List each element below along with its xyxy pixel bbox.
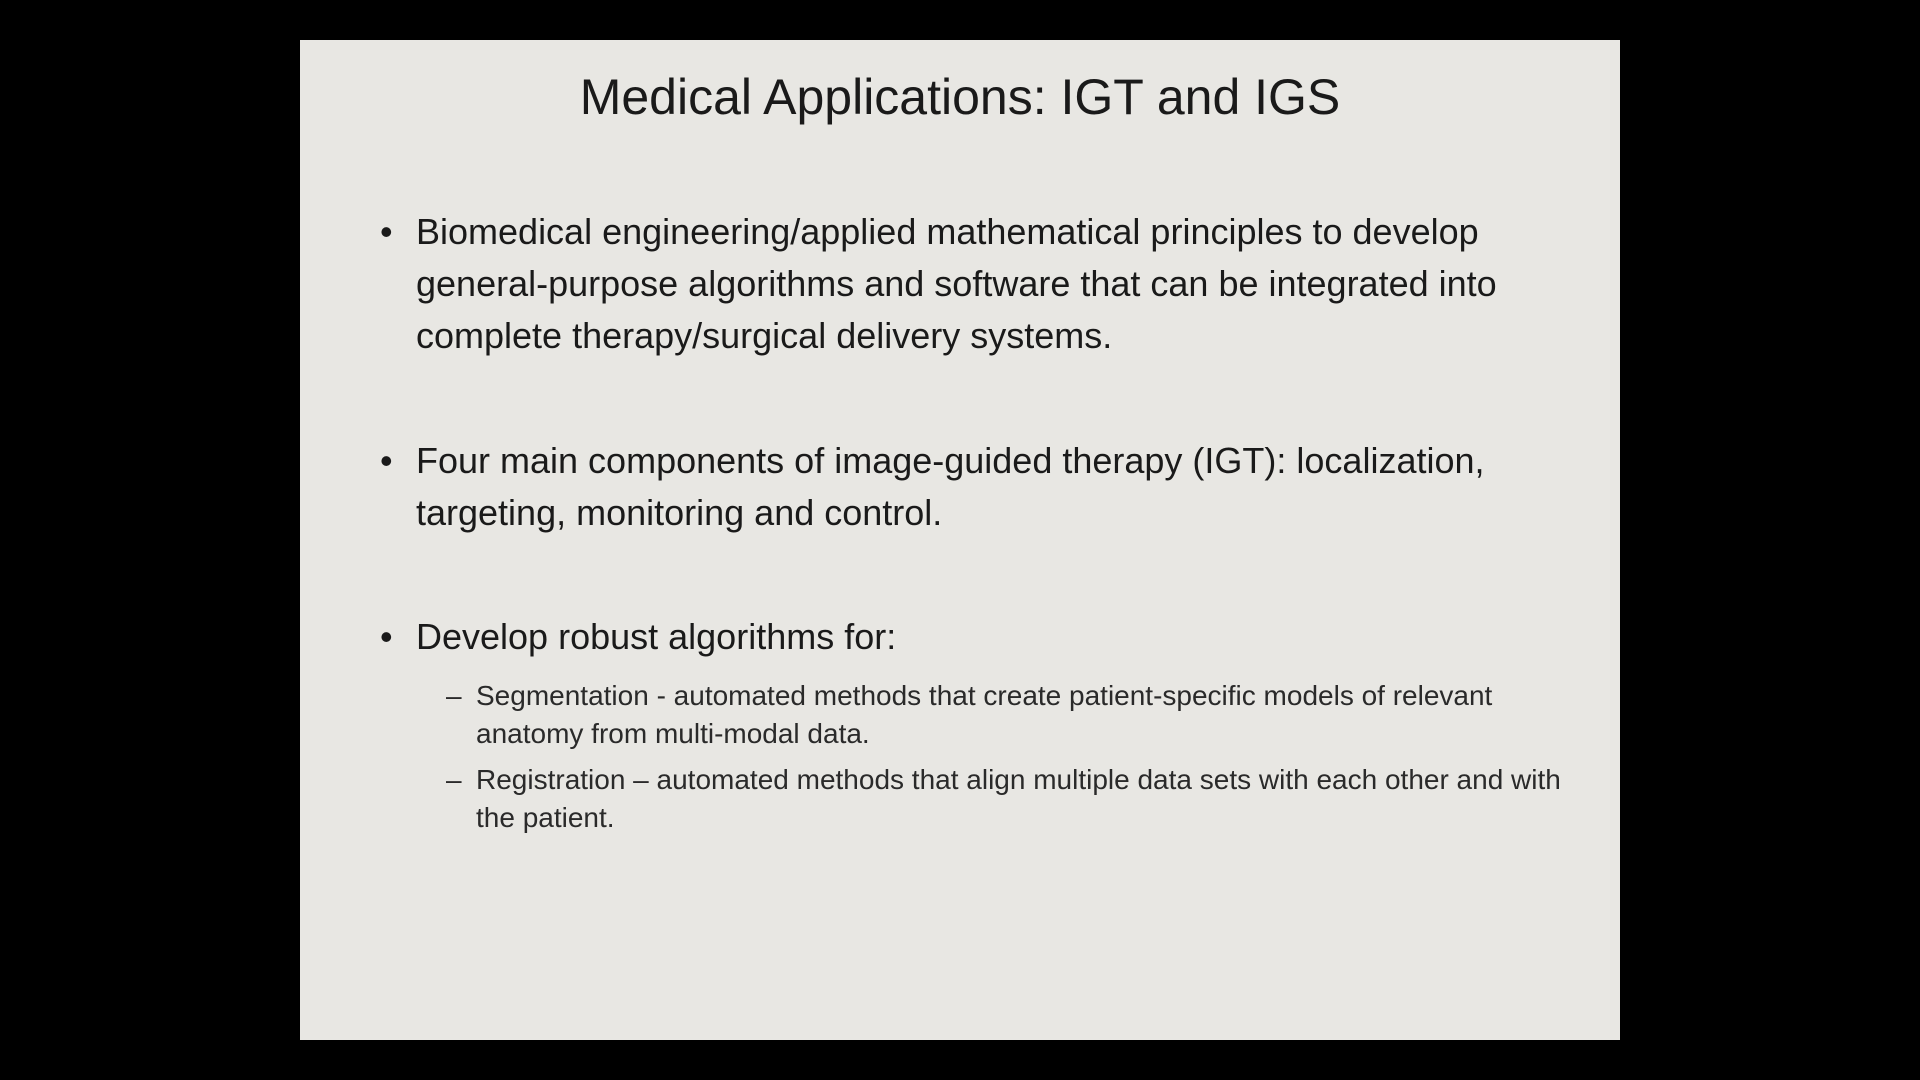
sub-bullet-list: Segmentation - automated methods that cr…: [416, 677, 1580, 836]
presentation-slide: Medical Applications: IGT and IGS Biomed…: [300, 40, 1620, 1040]
slide-title: Medical Applications: IGT and IGS: [340, 68, 1580, 126]
bullet-text: Four main components of image-guided the…: [416, 440, 1485, 533]
bullet-list: Biomedical engineering/applied mathemati…: [340, 206, 1580, 836]
sub-bullet-item: Segmentation - automated methods that cr…: [446, 677, 1580, 753]
bullet-text: Develop robust algorithms for:: [416, 616, 896, 657]
sub-bullet-item: Registration – automated methods that al…: [446, 761, 1580, 837]
bullet-item: Biomedical engineering/applied mathemati…: [380, 206, 1580, 363]
sub-bullet-text: Registration – automated methods that al…: [476, 764, 1561, 833]
sub-bullet-text: Segmentation - automated methods that cr…: [476, 680, 1492, 749]
bullet-item: Develop robust algorithms for: Segmentat…: [380, 611, 1580, 836]
bullet-text: Biomedical engineering/applied mathemati…: [416, 211, 1497, 356]
bullet-item: Four main components of image-guided the…: [380, 435, 1580, 539]
